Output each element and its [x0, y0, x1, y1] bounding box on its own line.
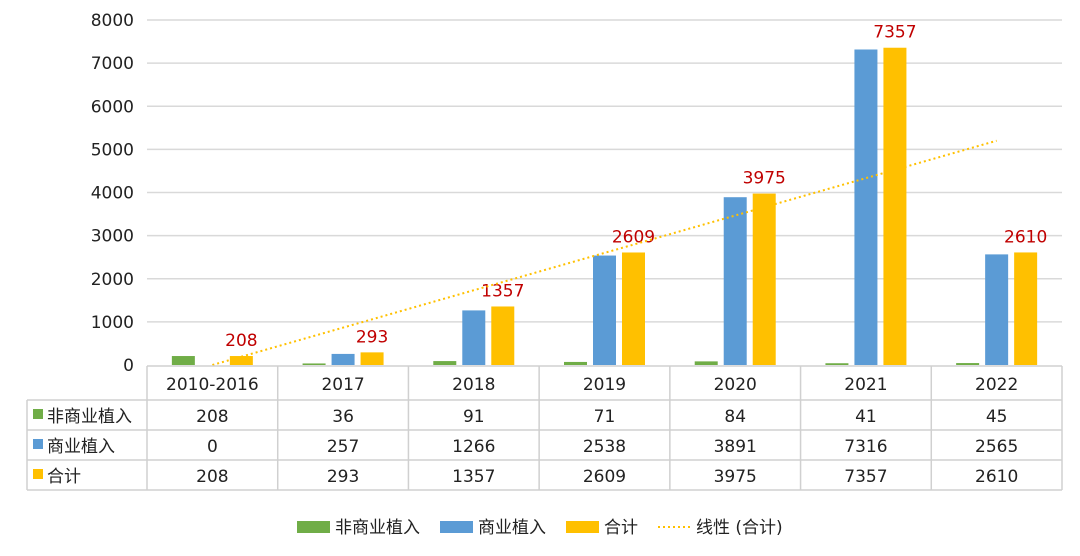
y-tick-label: 8000 — [91, 11, 134, 31]
bar-3 — [622, 252, 645, 365]
trendline — [212, 139, 997, 366]
legend-label: 非商业植入 — [335, 518, 420, 538]
table-cell: 91 — [463, 407, 485, 427]
legend-label: 商业植入 — [478, 518, 546, 538]
legend-swatch — [566, 521, 599, 533]
bar-3 — [229, 356, 253, 365]
table-cell: 2538 — [583, 437, 626, 457]
data-label: 293 — [356, 327, 388, 347]
data-label: 2610 — [1004, 227, 1047, 247]
table-cell: 71 — [594, 407, 616, 427]
legend-label: 线性 (合计) — [696, 518, 783, 538]
x-category-label: 2022 — [975, 375, 1018, 395]
table-cell: 3891 — [714, 437, 757, 457]
table-cell: 208 — [196, 467, 228, 487]
table-cell: 293 — [327, 467, 359, 487]
table-cell: 84 — [724, 407, 746, 427]
y-tick-label: 6000 — [91, 97, 134, 117]
x-category-label: 2010-2016 — [166, 375, 259, 395]
y-tick-label: 0 — [123, 356, 134, 376]
table-row-header: 商业植入 — [47, 437, 115, 457]
bar-1 — [302, 363, 326, 365]
table-row-header: 非商业植入 — [47, 407, 132, 427]
legend-swatch — [440, 521, 473, 533]
legend-swatch — [297, 521, 330, 533]
bar-1 — [694, 361, 718, 365]
bar-3 — [752, 193, 776, 365]
x-category-label: 2021 — [844, 375, 887, 395]
bar-2 — [723, 197, 747, 365]
y-tick-label: 4000 — [91, 184, 134, 204]
legend-key-swatch — [33, 469, 43, 479]
bar-2 — [331, 353, 355, 365]
data-label: 208 — [225, 331, 257, 351]
legend-label: 合计 — [604, 518, 638, 538]
bar-2 — [854, 49, 878, 366]
legend-key-swatch — [33, 409, 43, 419]
bar-3 — [1014, 252, 1038, 365]
bar-1 — [171, 356, 195, 365]
y-tick-label: 7000 — [91, 54, 134, 74]
y-tick-label: 2000 — [91, 270, 134, 290]
table-cell: 3975 — [714, 467, 757, 487]
bar-2 — [462, 310, 486, 365]
y-tick-label: 1000 — [91, 313, 134, 333]
table-cell: 0 — [207, 437, 218, 457]
table-cell: 36 — [332, 407, 354, 427]
table-cell: 1266 — [452, 437, 495, 457]
bar-2 — [985, 254, 1009, 365]
table-cell: 7316 — [844, 437, 887, 457]
table-cell: 7357 — [844, 467, 887, 487]
bar-1 — [564, 361, 587, 365]
data-label: 7357 — [873, 23, 916, 43]
x-category-label: 2020 — [714, 375, 757, 395]
table-cell: 45 — [986, 407, 1008, 427]
data-label: 2609 — [612, 227, 655, 247]
y-tick-label: 5000 — [91, 140, 134, 160]
x-category-label: 2018 — [452, 375, 495, 395]
table-cell: 2609 — [583, 467, 626, 487]
bar-1 — [433, 361, 457, 365]
data-label: 3975 — [743, 169, 786, 189]
bar-3 — [491, 306, 515, 365]
bar-3 — [883, 47, 907, 366]
bar-1 — [825, 363, 849, 365]
table-cell: 208 — [196, 407, 228, 427]
table-cell: 1357 — [452, 467, 495, 487]
bar-3 — [360, 352, 384, 365]
x-category-label: 2019 — [583, 375, 626, 395]
x-category-label: 2017 — [321, 375, 364, 395]
table-cell: 41 — [855, 407, 877, 427]
legend-key-swatch — [33, 439, 43, 449]
table-row-header: 合计 — [47, 467, 81, 487]
data-label: 1357 — [481, 281, 524, 301]
table-cell: 257 — [327, 437, 359, 457]
bar-1 — [956, 363, 980, 365]
table-cell: 2610 — [975, 467, 1018, 487]
bar-2 — [593, 255, 616, 365]
table-cell: 2565 — [975, 437, 1018, 457]
y-tick-label: 3000 — [91, 227, 134, 247]
